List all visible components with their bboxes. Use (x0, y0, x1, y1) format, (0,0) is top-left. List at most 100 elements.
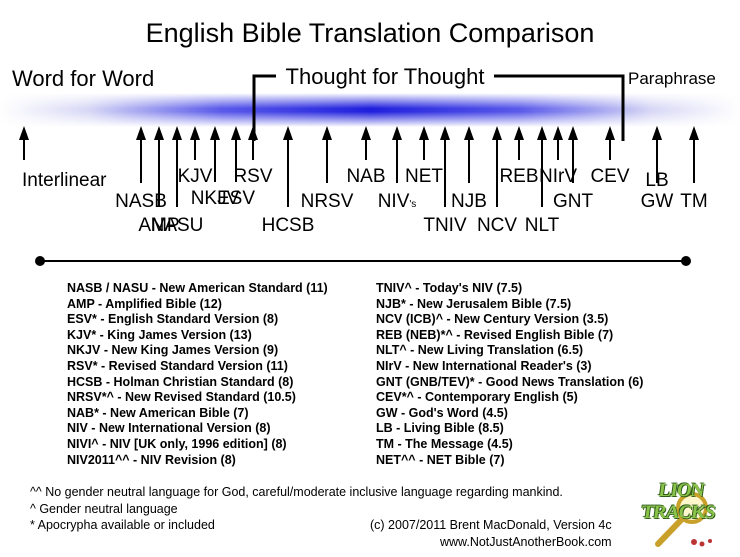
arrow-head-icon (492, 126, 502, 140)
translation-label-niv: NIV's (378, 191, 417, 212)
copyright-line: (c) 2007/2011 Brent MacDonald, Version 4… (370, 518, 612, 532)
arrow-head-icon (136, 126, 146, 140)
translation-label-gnt: GNT (553, 191, 594, 212)
translation-label-ncv: NCV (477, 215, 517, 236)
translation-marker-hcsb (283, 126, 293, 207)
translation-marker-interlinear (19, 126, 29, 160)
thought-bracket (252, 74, 276, 141)
arrow-head-icon (652, 126, 662, 140)
translation-arrows (19, 126, 699, 207)
arrow-head-icon (392, 126, 402, 140)
footnotes: ^^ No gender neutral language for God, c… (30, 484, 563, 534)
translation-marker-ncv (492, 126, 502, 207)
legend-entry: AMP - Amplified Bible (12) (67, 296, 222, 311)
paraphrase-label: Paraphrase (628, 69, 716, 88)
legend-entry: KJV* - King James Version (13) (67, 327, 252, 342)
arrow-head-icon (210, 126, 220, 140)
translation-label-nkjv: NKJV (191, 188, 240, 209)
arrow-head-icon (19, 126, 29, 140)
translation-label-njb: NJB (451, 191, 487, 212)
arrow-head-icon (419, 126, 429, 140)
translation-label-lb: LB (645, 170, 668, 191)
translation-label-nrsv: NRSV (301, 191, 354, 212)
translation-label-net: NET (405, 166, 443, 187)
legend-entry: NIrV - New International Reader's (3) (376, 358, 592, 373)
translation-label-gw: GW (641, 191, 674, 212)
arrow-head-icon (464, 126, 474, 140)
translation-label-nasu: NASU (151, 215, 204, 236)
thought-label-bg (278, 62, 492, 90)
translation-marker-nrsv (322, 126, 332, 183)
translation-label-nirv: NIrV (539, 166, 577, 187)
magnifier-icon (655, 492, 712, 547)
translation-label-amp: AMP (138, 215, 179, 236)
translation-marker-cev (605, 126, 615, 160)
website-link[interactable]: www.NotJustAnotherBook.com (439, 534, 612, 549)
translation-label-nlt: NLT (525, 215, 560, 236)
translation-label-tniv: TNIV (423, 215, 467, 236)
legend-entry: LB - Living Bible (8.5) (376, 421, 504, 436)
arrow-head-icon (322, 126, 332, 140)
arrow-head-icon (553, 126, 563, 140)
translation-marker-nirv (553, 126, 563, 160)
footnote: * Apocrypha available or included (30, 518, 215, 532)
lion-tracks-logo: LION TRACKS (622, 470, 737, 552)
arrow-head-icon (537, 126, 547, 140)
legend-entry: CEV*^ - Contemporary English (5) (376, 390, 578, 405)
translation-label-kjv: KJV (178, 166, 213, 187)
translation-marker-nkjv (210, 126, 220, 182)
translation-marker-esv (231, 126, 241, 182)
legend-entry: NLT^ - New Living Translation (6.5) (376, 343, 584, 358)
thought-bracket-right (494, 74, 625, 141)
word-for-word-label: Word for Word (12, 66, 154, 91)
legend-entry: GNT (GNB/TEV)* - Good News Translation (… (376, 374, 644, 389)
translation-marker-nasu (172, 126, 182, 207)
legend-entry: ESV* - English Standard Version (8) (67, 312, 279, 327)
arrow-head-icon (605, 126, 615, 140)
diagram-title: English Bible Translation Comparison (146, 18, 595, 48)
translation-marker-nab (361, 126, 371, 160)
thought-for-thought-label: Thought for Thought (286, 64, 485, 89)
arrow-head-icon (190, 126, 200, 140)
arrow-head-icon (231, 126, 241, 140)
divider-right-dot (681, 256, 691, 266)
arrow-head-icon (440, 126, 450, 140)
divider-left-dot (35, 256, 45, 266)
arrow-head-icon (154, 126, 164, 140)
legend-entry: NIV2011^^ - NIV Revision (8) (67, 452, 236, 467)
copyright-credit: (c) 2007/2011 Brent MacDonald, Version 4… (370, 517, 612, 550)
translation-marker-net (419, 126, 429, 160)
legend-entry: HCSB - Holman Christian Standard (8) (67, 374, 294, 389)
translation-label-suffix: 's (409, 199, 416, 210)
translation-label-nab: NAB (346, 166, 385, 187)
translation-label-reb: REB (499, 166, 538, 187)
translation-marker-kjv (190, 126, 200, 160)
footnote: ^ Gender neutral language (30, 501, 178, 516)
legend-entry: NKJV - New King James Version (9) (67, 343, 279, 358)
arrow-head-icon (689, 126, 699, 140)
legend-entry: GW - God's Word (4.5) (376, 405, 508, 420)
translation-marker-nlt (537, 126, 547, 207)
translation-marker-amp (154, 126, 164, 207)
translation-label-esv: ESV (217, 188, 255, 209)
legend-entry: RSV* - Revised Standard Version (11) (67, 358, 288, 373)
legend-entry: NIVI^ - NIV [UK only, 1996 edition] (8) (67, 436, 287, 451)
legend-entry: NASB / NASU - New American Standard (11) (67, 281, 328, 295)
arrow-head-icon (568, 126, 578, 140)
translation-label-cev: CEV (590, 166, 629, 187)
legend-entry: TNIV^ - Today's NIV (7.5) (376, 281, 523, 295)
translation-label-interlinear: Interlinear (22, 170, 107, 191)
footnote: ^^ No gender neutral language for God, c… (30, 485, 563, 499)
legend-entry: NAB* - New American Bible (7) (67, 405, 249, 420)
legend-entry: TM - The Message (4.5) (376, 436, 513, 451)
translation-marker-reb (514, 126, 524, 160)
legend-entry: NJB* - New Jerusalem Bible (7.5) (376, 296, 572, 311)
translation-marker-tm (689, 126, 699, 183)
legend-entry: REB (NEB)*^ - Revised English Bible (7) (376, 327, 614, 342)
arrow-head-icon (172, 126, 182, 140)
translation-marker-tniv (440, 126, 450, 207)
translation-label-rsv: RSV (233, 166, 272, 187)
arrow-head-icon (514, 126, 524, 140)
